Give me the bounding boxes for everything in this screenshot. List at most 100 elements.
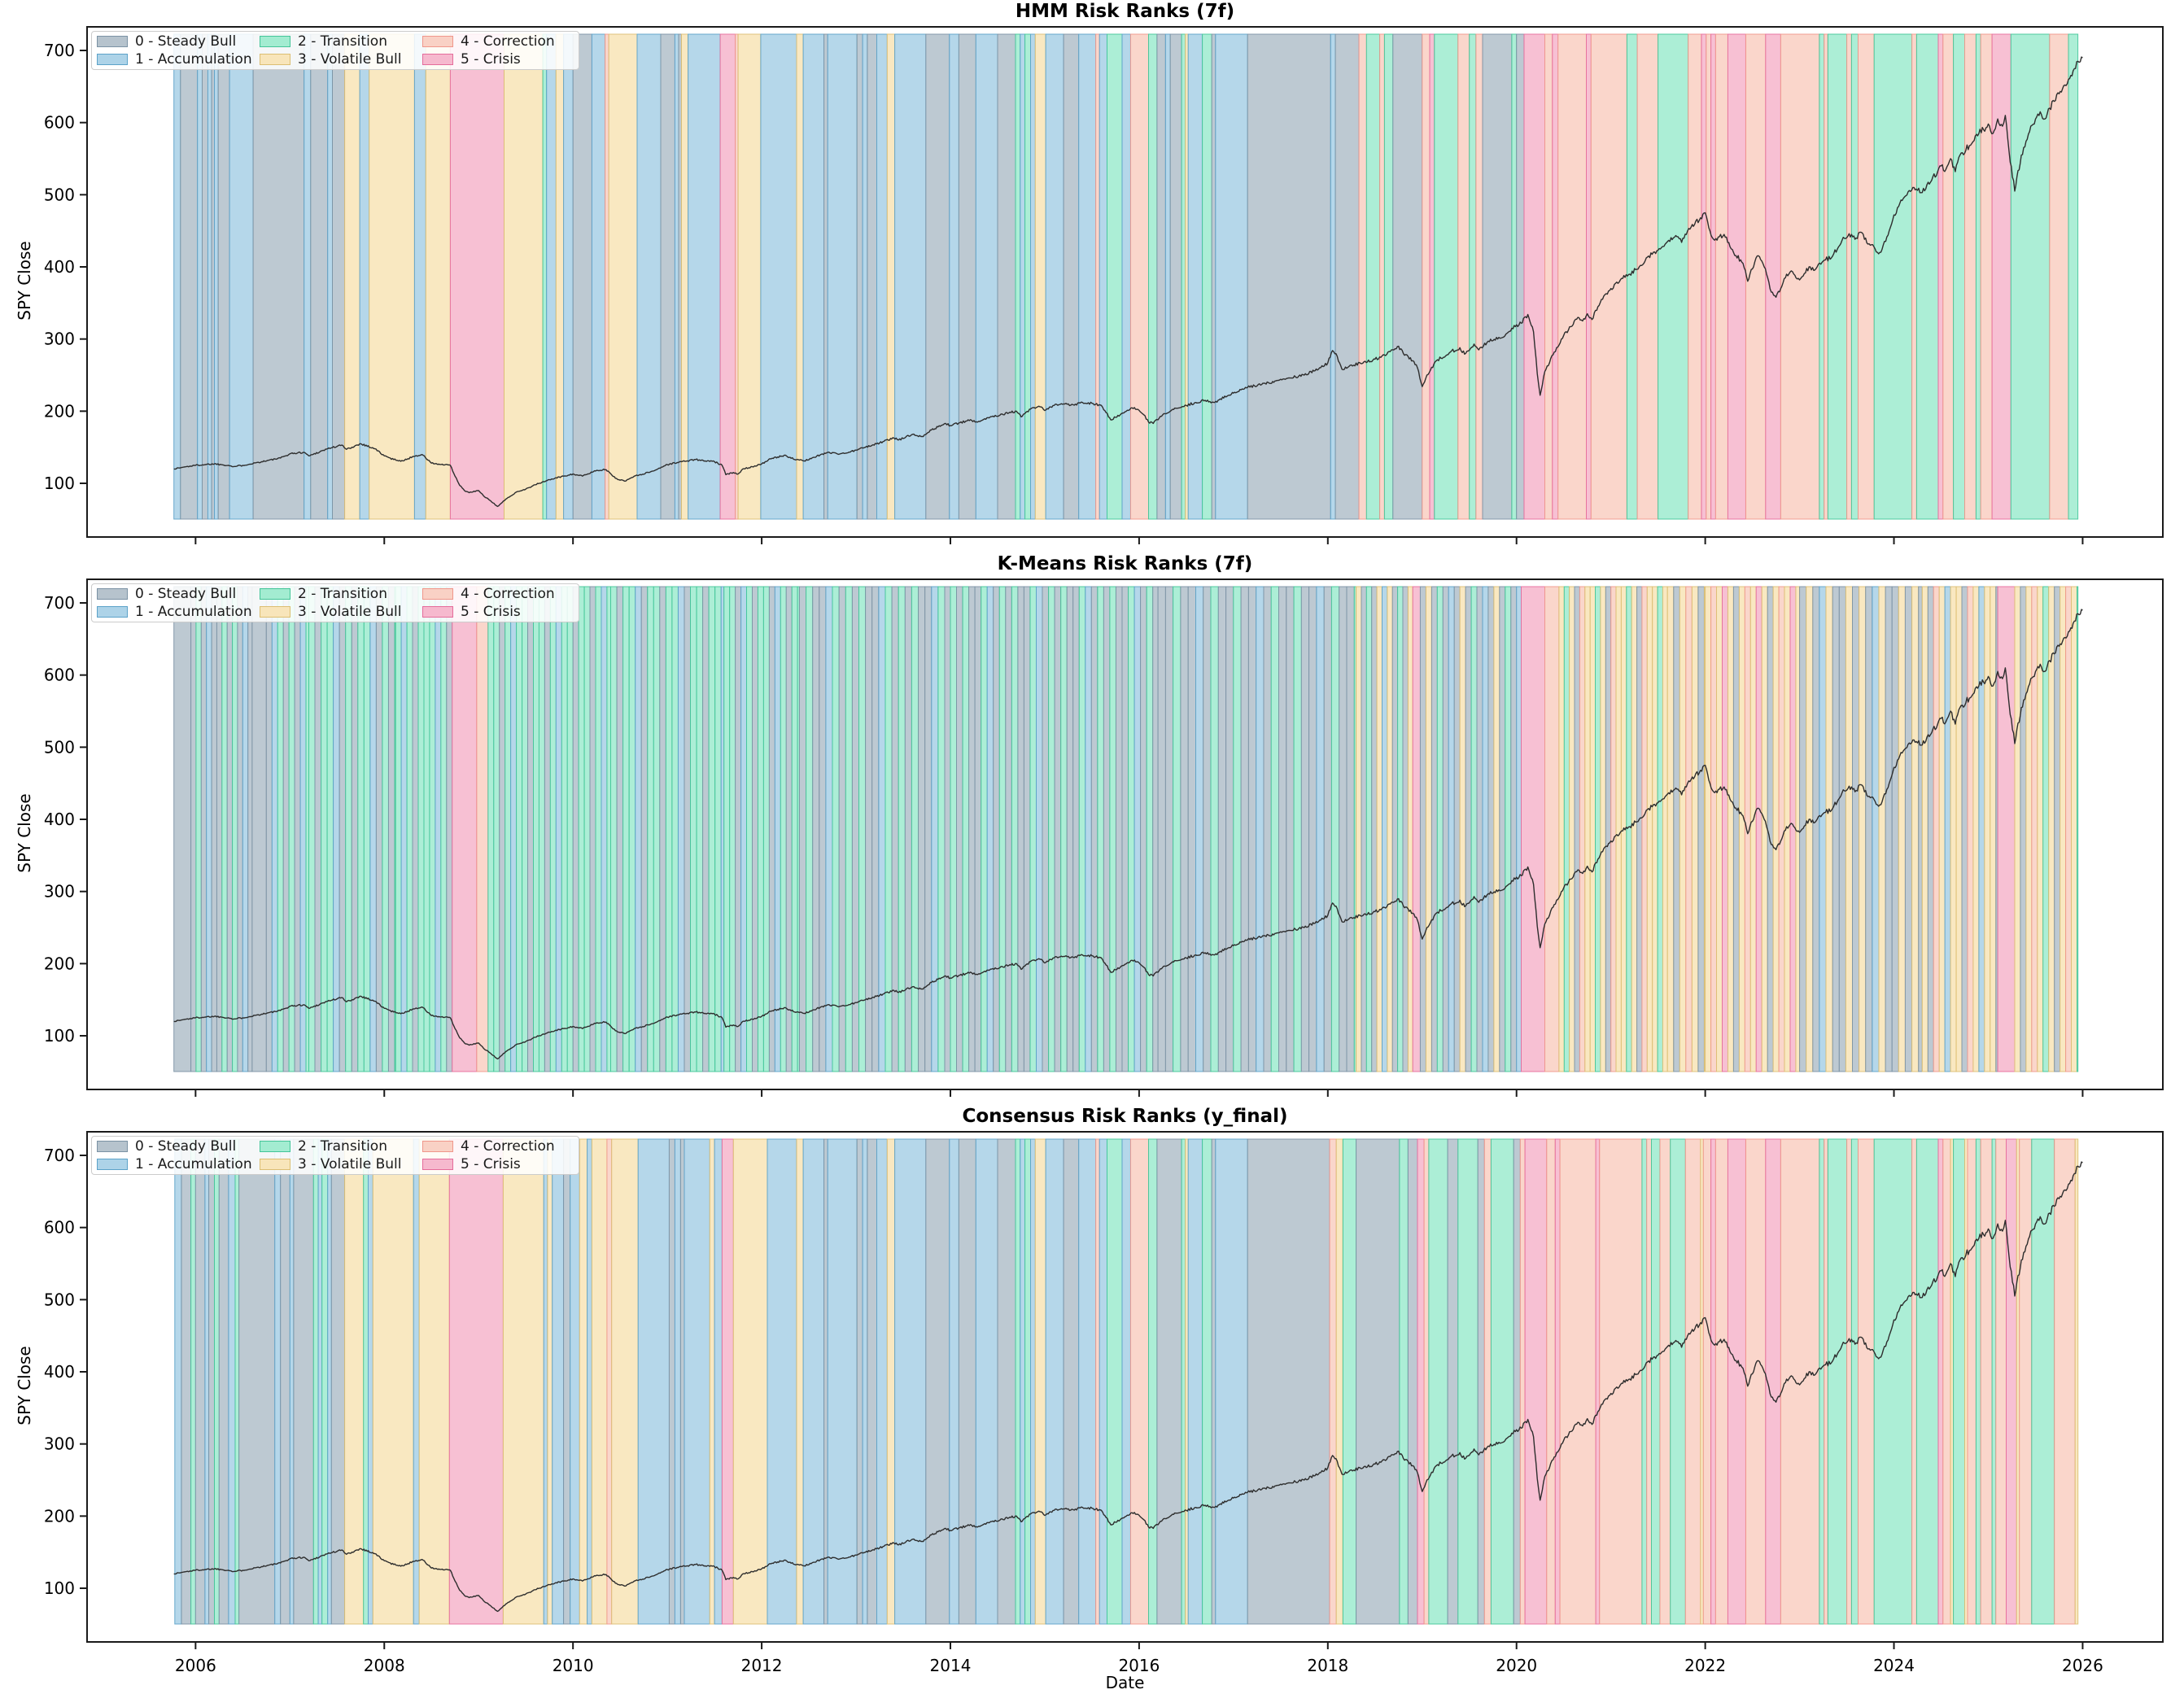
regime-band — [1845, 586, 1853, 1072]
regime-band — [858, 586, 867, 1072]
legend: 0 - Steady Bull 1 - Accumulation 2 - Tra… — [91, 583, 579, 622]
legend-item: 4 - Correction — [422, 1138, 582, 1155]
regime-band — [665, 586, 673, 1072]
regime-band — [1263, 586, 1272, 1072]
regime-band — [1684, 1138, 1701, 1625]
regime-band — [732, 1138, 768, 1625]
regime-band — [1185, 1138, 1189, 1625]
regime-band — [1891, 586, 1899, 1072]
regime-band — [1505, 586, 1512, 1072]
regime-band — [1631, 586, 1638, 1072]
y-tick-label: 200 — [44, 401, 75, 421]
y-tick-label: 100 — [44, 1026, 75, 1046]
regime-bands — [173, 33, 2079, 520]
legend-item: 0 - Steady Bull — [97, 33, 260, 50]
regime-band — [234, 1138, 240, 1625]
regime-band — [876, 1138, 888, 1625]
regime-band — [595, 586, 602, 1072]
y-tick-label: 300 — [44, 330, 75, 349]
regime-band — [1980, 33, 1993, 520]
regime-band — [974, 586, 982, 1072]
legend-item: 4 - Correction — [422, 33, 582, 50]
regime-band — [1078, 586, 1086, 1072]
regime-band — [1710, 1138, 1716, 1625]
spy-line — [173, 609, 2083, 1060]
regime-band — [476, 586, 489, 1072]
regime-band — [1187, 586, 1196, 1072]
regime-band — [1164, 586, 1174, 1072]
regime-band — [1173, 586, 1182, 1072]
regime-band — [1048, 586, 1055, 1072]
regime-band — [1832, 586, 1840, 1072]
regime-band — [1872, 586, 1880, 1072]
regime-band — [1152, 586, 1159, 1072]
regime-band — [1436, 586, 1444, 1072]
regime-band — [423, 586, 430, 1072]
regime-band — [1477, 1138, 1485, 1625]
regime-band — [2054, 1138, 2076, 1625]
regime-band — [1020, 1138, 1026, 1625]
x-tick-label: 2018 — [1307, 1656, 1348, 1675]
regime-band — [628, 586, 636, 1072]
regime-band — [1419, 586, 1426, 1072]
regime-band — [937, 586, 946, 1072]
regime-band — [1383, 33, 1394, 520]
y-tick-label: 100 — [44, 474, 75, 493]
regime-band — [1641, 586, 1648, 1072]
regime-band — [591, 33, 606, 520]
regime-band — [327, 33, 334, 520]
regime-band — [2054, 586, 2061, 1072]
regime-band — [894, 1138, 927, 1625]
regime-band — [723, 586, 731, 1072]
regime-band — [993, 586, 1000, 1072]
regime-band — [2006, 1138, 2017, 1625]
regime-band — [674, 33, 679, 520]
crisis-swatch — [422, 1159, 453, 1170]
regime-band — [924, 586, 933, 1072]
regime-band — [802, 1138, 825, 1625]
regime-band — [904, 586, 912, 1072]
regime-band — [1673, 586, 1680, 1072]
regime-band — [493, 586, 500, 1072]
legend-item: 0 - Steady Bull — [97, 1138, 260, 1155]
regime-band — [956, 586, 963, 1072]
regime-band — [678, 33, 682, 520]
regime-band — [1942, 1138, 1951, 1625]
regime-band — [1727, 33, 1746, 520]
regime-band — [265, 586, 273, 1072]
regime-band — [546, 33, 557, 520]
regime-band — [606, 1138, 613, 1625]
regime-band — [1459, 586, 1466, 1072]
regime-band — [1658, 33, 1689, 520]
legend-item: 0 - Steady Bull — [97, 586, 260, 602]
regime-band — [572, 586, 579, 1072]
regime-band — [1090, 586, 1099, 1072]
regime-band — [1247, 33, 1331, 520]
regime-band — [819, 586, 827, 1072]
regime-band — [1300, 586, 1310, 1072]
legend-label: 1 - Accumulation — [135, 604, 252, 620]
regime-band — [1825, 586, 1833, 1072]
subplot-1: 100 200 300 400 500 600 700 — [44, 26, 2164, 544]
regime-band — [251, 586, 267, 1072]
regime-band — [1356, 1138, 1400, 1625]
regime-band — [823, 1138, 828, 1625]
regime-band — [958, 1138, 976, 1625]
regime-band — [1516, 33, 1525, 520]
regime-band — [1697, 586, 1705, 1072]
regime-band — [714, 1138, 723, 1625]
regime-band — [321, 586, 328, 1072]
regime-band — [1399, 1138, 1409, 1625]
regime-band — [1646, 1138, 1652, 1625]
regime-band — [1544, 33, 1553, 520]
regime-band — [435, 586, 442, 1072]
regime-band — [448, 1138, 504, 1625]
regime-band — [1428, 1138, 1448, 1625]
regime-band — [1955, 586, 1963, 1072]
regime-band — [911, 586, 919, 1072]
regime-band — [1850, 33, 1859, 520]
regime-band — [1431, 586, 1438, 1072]
regime-band — [181, 1138, 192, 1625]
regime-band — [997, 33, 1016, 520]
